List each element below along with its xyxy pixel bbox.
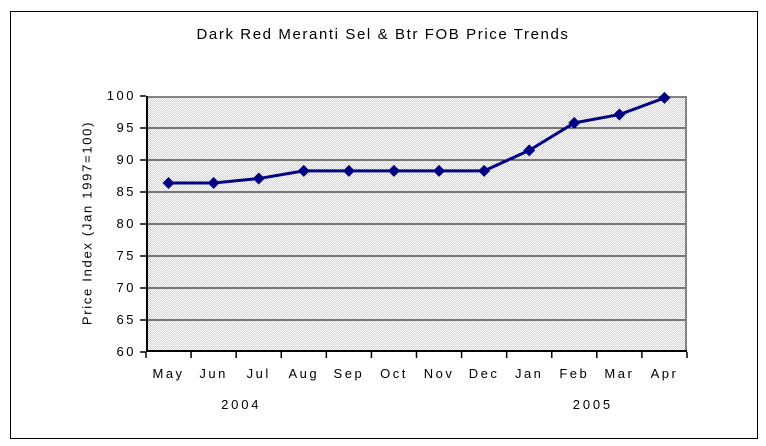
year-label: 2005 xyxy=(572,397,613,412)
data-point-marker xyxy=(433,164,446,177)
x-tick-label: Apr xyxy=(650,366,679,381)
plot-area xyxy=(140,91,688,358)
x-tick-label: Mar xyxy=(604,366,635,381)
x-tick-label: Jul xyxy=(246,366,271,381)
y-tick-label: 90 xyxy=(116,152,136,167)
chart-title: Dark Red Meranti Sel & Btr FOB Price Tre… xyxy=(196,26,570,43)
x-tick-label: Jan xyxy=(514,366,544,381)
data-point-marker xyxy=(342,164,355,177)
plot-border-right xyxy=(685,96,687,352)
x-tick-label: May xyxy=(152,366,185,381)
y-tick-label: 70 xyxy=(116,280,136,295)
price-index-line xyxy=(168,96,665,185)
data-point-marker xyxy=(568,116,581,129)
data-point-marker xyxy=(478,164,491,177)
y-axis-line xyxy=(146,96,148,352)
data-point-marker xyxy=(387,164,400,177)
x-axis-line xyxy=(146,350,687,352)
x-tick-label: Oct xyxy=(380,366,408,381)
year-label: 2004 xyxy=(221,397,262,412)
data-point-marker xyxy=(523,144,536,157)
y-tick-label: 85 xyxy=(116,184,136,199)
chart-outer-border xyxy=(10,11,758,439)
data-point-marker xyxy=(162,177,175,190)
data-point-marker xyxy=(252,172,265,185)
x-tick-label: Sep xyxy=(333,366,365,381)
x-tick-label: Aug xyxy=(288,366,320,381)
plot-border-top xyxy=(146,96,687,98)
data-point-marker xyxy=(207,177,220,190)
data-point-marker xyxy=(297,164,310,177)
y-tick-label: 95 xyxy=(116,120,136,135)
plot-canvas xyxy=(140,91,688,358)
y-tick-label: 75 xyxy=(116,248,136,263)
x-tick-label: Feb xyxy=(559,366,590,381)
x-tick-label: Jun xyxy=(199,366,228,381)
x-tick-label: Nov xyxy=(423,366,455,381)
data-point-marker xyxy=(613,108,626,121)
y-tick-label: 65 xyxy=(116,312,136,327)
y-tick-label: 100 xyxy=(106,88,136,103)
y-tick-label: 60 xyxy=(116,344,136,359)
y-tick-label: 80 xyxy=(116,216,136,231)
x-tick-label: Dec xyxy=(468,366,500,381)
data-point-marker xyxy=(658,91,671,104)
